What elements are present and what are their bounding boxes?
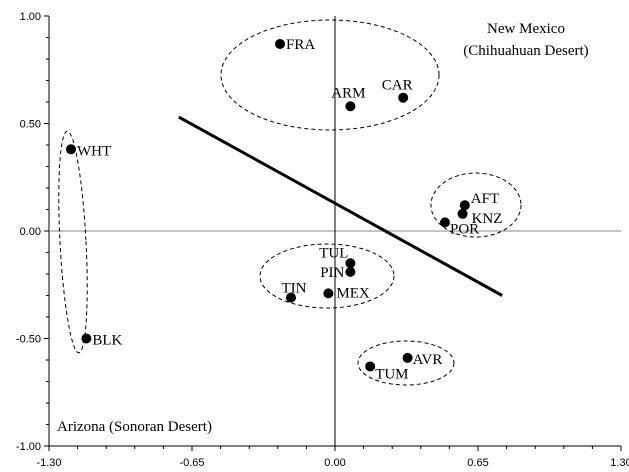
point-blk xyxy=(81,333,92,344)
point-label-avr: AVR xyxy=(413,352,443,368)
axes: 1.00 0.50 0.00 -0.50 -1.00 -1.30 -0.65 0.00 0.65… xyxy=(16,11,629,469)
region-label-new-mexico: New Mexico xyxy=(487,21,565,37)
ellipse-wht-blk-group xyxy=(58,130,88,354)
group-ellipses xyxy=(58,19,522,386)
ellipse-avr-tum-group xyxy=(357,340,455,386)
point-avr xyxy=(402,352,413,363)
ellipse-tul-pin-tin-mex-group xyxy=(259,243,395,309)
point-mex xyxy=(323,288,334,299)
point-tum xyxy=(365,361,376,372)
ellipse-new-mexico-group xyxy=(220,19,440,131)
point-label-tul: TUL xyxy=(319,245,348,261)
point-arm xyxy=(345,101,356,112)
trend-line-group xyxy=(178,115,503,297)
point-car xyxy=(398,92,409,103)
x-tick-label: -0.65 xyxy=(179,457,204,469)
region-label-arizona: Arizona (Sonoran Desert) xyxy=(57,419,212,435)
trend-line xyxy=(178,115,503,297)
point-wht xyxy=(66,144,76,155)
point-label-tum: TUM xyxy=(375,366,408,382)
x-tick-label: -1.30 xyxy=(36,457,61,469)
point-pin xyxy=(345,266,356,277)
y-tick-label: -0.50 xyxy=(16,334,41,346)
region-label-chihuahuan-desert: (Chihuahuan Desert) xyxy=(463,43,588,59)
y-tick-label: 0.00 xyxy=(20,226,41,238)
point-fra xyxy=(275,38,285,49)
point-label-blk: BLK xyxy=(92,333,122,349)
point-label-car: CAR xyxy=(382,78,413,94)
point-label-aft: AFT xyxy=(471,191,499,207)
y-tick-label: -1.00 xyxy=(16,441,41,453)
point-tin xyxy=(286,292,296,303)
point-aft xyxy=(459,200,470,211)
point-por xyxy=(440,217,450,228)
x-tick-label: 0.65 xyxy=(467,457,488,469)
data-points xyxy=(66,38,470,372)
y-tick-label: 0.50 xyxy=(20,119,41,131)
point-label-knz: KNZ xyxy=(472,211,503,227)
point-knz xyxy=(457,208,468,219)
point-label-arm: ARM xyxy=(331,85,365,101)
point-label-wht: WHT xyxy=(77,143,111,159)
x-tick-label: 0.00 xyxy=(324,457,345,469)
point-tul xyxy=(345,258,356,269)
ellipse-aft-knz-por-group xyxy=(430,172,522,238)
point-label-fra: FRA xyxy=(286,37,315,53)
point-label-por: POR xyxy=(450,221,479,237)
point-label-pin: PIN xyxy=(320,265,344,281)
point-label-tin: TIN xyxy=(282,281,307,297)
point-label-mex: MEX xyxy=(336,285,370,301)
y-tick-label: 1.00 xyxy=(20,11,41,23)
x-tick-label: 1.30 xyxy=(610,457,629,469)
